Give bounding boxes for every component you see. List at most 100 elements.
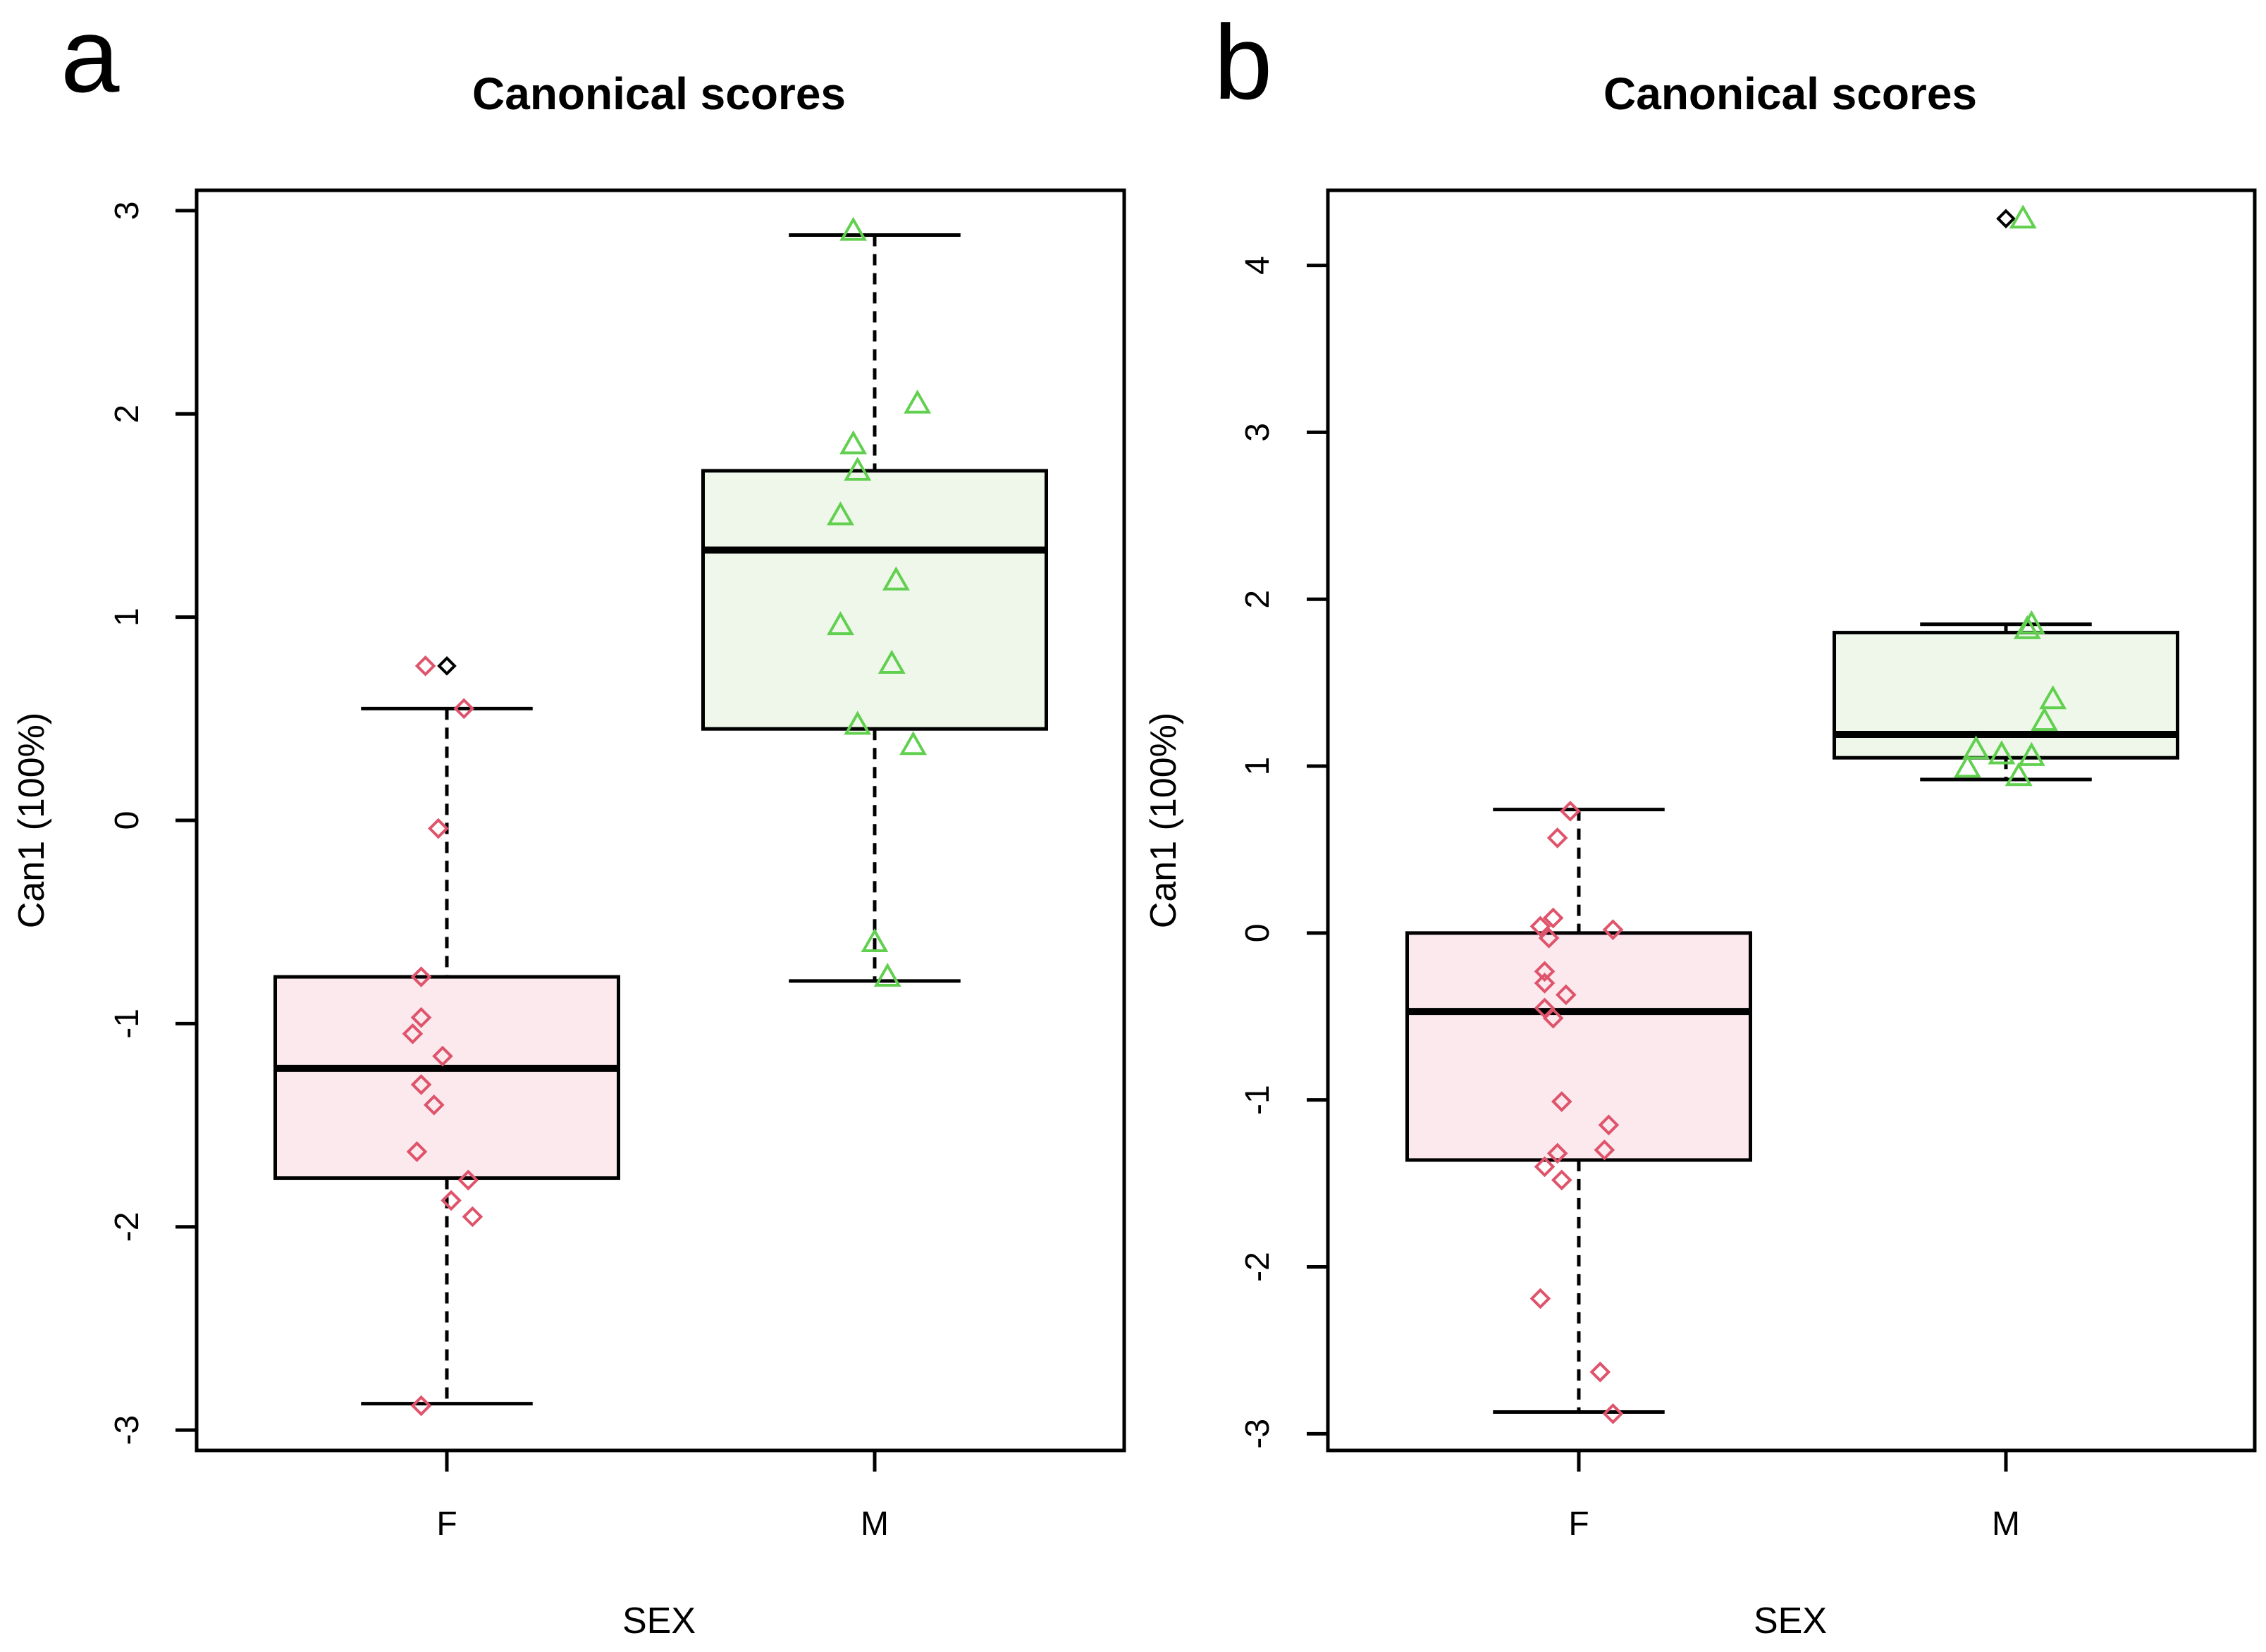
- point-m: [861, 928, 889, 953]
- point-m: [899, 731, 928, 756]
- x-tick-label: F: [436, 1505, 457, 1543]
- box-iqr: [701, 469, 1048, 731]
- point-f: [453, 698, 475, 720]
- panel-letter-a: a: [61, 0, 120, 114]
- plot-frame: [1326, 188, 2257, 1453]
- point-f: [428, 818, 449, 839]
- point-f: [1555, 984, 1577, 1006]
- point-f: [1538, 927, 1560, 949]
- point-f: [402, 1023, 424, 1044]
- y-tick-label: -1: [1239, 1085, 1276, 1115]
- point-f: [410, 1006, 432, 1028]
- point-m: [826, 501, 854, 526]
- point-f: [432, 1045, 453, 1067]
- point-f: [441, 1190, 462, 1212]
- point-f: [457, 1169, 479, 1191]
- point-f: [1534, 1156, 1556, 1178]
- outlier-point: [1996, 209, 2016, 229]
- point-f: [423, 1094, 445, 1116]
- x-axis-label: SEX: [622, 1601, 696, 1641]
- x-tick-label: F: [1568, 1505, 1589, 1543]
- plot-frame: [195, 188, 1126, 1453]
- x-tick-label: M: [861, 1505, 889, 1543]
- point-f: [1551, 1091, 1572, 1112]
- chart-title: Canonical scores: [472, 68, 846, 119]
- point-m: [1988, 740, 2016, 765]
- point-f: [1598, 1114, 1620, 1136]
- y-tick-label: 2: [109, 405, 146, 424]
- y-tick-label: -3: [1239, 1419, 1276, 1449]
- point-m: [844, 456, 872, 481]
- y-tick-label: 1: [1239, 757, 1276, 776]
- point-m: [1962, 735, 1990, 760]
- y-tick-label: 0: [109, 811, 146, 830]
- box-f: [273, 655, 620, 1406]
- point-f: [414, 655, 436, 677]
- point-f: [1594, 1139, 1615, 1161]
- point-f: [1542, 1007, 1564, 1029]
- box-f: [1405, 808, 1752, 1414]
- y-tick-label: 2: [1239, 590, 1276, 609]
- x-axis-label: SEX: [1754, 1601, 1827, 1641]
- y-tick-label: 1: [109, 608, 146, 627]
- point-m: [839, 430, 868, 455]
- y-tick-label: -2: [1239, 1252, 1276, 1282]
- point-f: [1529, 1288, 1551, 1309]
- y-tick-label: 3: [1239, 423, 1276, 442]
- point-m: [2005, 762, 2033, 787]
- box-iqr: [273, 975, 620, 1181]
- y-axis-label: Can1 (100%): [11, 713, 52, 928]
- point-m: [826, 611, 854, 636]
- data-points: [1529, 204, 2067, 1424]
- chart-title: Canonical scores: [1603, 68, 1977, 119]
- y-tick-label: 4: [1239, 256, 1276, 275]
- point-f: [1529, 916, 1551, 937]
- y-axis: -3 -2 -1 0 1 2 3: [109, 201, 197, 1446]
- point-f: [1546, 827, 1568, 849]
- point-m: [1954, 753, 1981, 778]
- point-f: [1534, 973, 1556, 994]
- y-tick-label: -2: [109, 1212, 146, 1242]
- panel-letter-b: b: [1214, 3, 1272, 121]
- data-points: [402, 216, 932, 1417]
- point-f: [410, 1395, 432, 1417]
- point-f: [406, 1141, 428, 1162]
- y-tick-label: -3: [109, 1415, 146, 1446]
- point-m: [2039, 685, 2067, 710]
- point-f: [1560, 801, 1581, 822]
- point-f: [410, 966, 432, 987]
- point-f: [1589, 1361, 1611, 1383]
- point-f: [1546, 1142, 1568, 1164]
- y-tick-label: 0: [1239, 924, 1276, 943]
- box-iqr: [1405, 931, 1752, 1162]
- y-tick-label: -1: [109, 1009, 146, 1039]
- point-m: [904, 389, 932, 414]
- box-m: [701, 233, 1048, 983]
- point-f: [1602, 1403, 1624, 1424]
- point-f: [462, 1206, 484, 1228]
- box-iqr: [1833, 631, 2179, 760]
- point-m: [2031, 707, 2058, 732]
- y-axis-label: Can1 (100%): [1143, 713, 1184, 928]
- point-m: [839, 216, 868, 241]
- point-m: [2009, 204, 2037, 229]
- point-m: [2017, 741, 2045, 766]
- point-m: [2013, 615, 2041, 639]
- point-m: [844, 710, 872, 735]
- point-f: [1534, 961, 1556, 982]
- point-f: [1551, 1169, 1572, 1191]
- point-f: [1602, 919, 1624, 940]
- x-tick-label: M: [1992, 1505, 2020, 1543]
- box-m: [1833, 209, 2179, 782]
- point-m: [873, 963, 901, 987]
- y-tick-label: 3: [109, 201, 146, 220]
- point-m: [878, 649, 906, 674]
- point-f: [410, 1074, 432, 1095]
- point-m: [882, 566, 910, 591]
- outlier-point: [437, 655, 457, 676]
